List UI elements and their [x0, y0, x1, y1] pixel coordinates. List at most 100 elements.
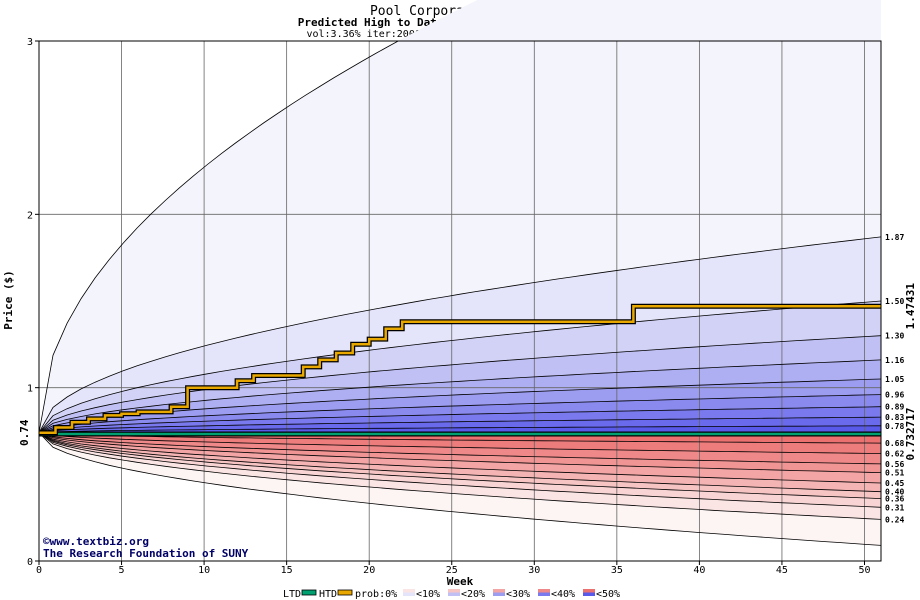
quantile-line: [39, 41, 400, 433]
quantile-label: 1.50: [885, 297, 904, 306]
x-tick-label: 20: [363, 565, 375, 576]
y-tick-label: 1: [27, 384, 33, 395]
quantile-line: [39, 432, 881, 546]
x-tick-label: 30: [528, 565, 540, 576]
quantile-line: [39, 335, 881, 433]
quantile-line: [39, 432, 881, 454]
high-band-3: [39, 335, 881, 433]
high-band-2: [39, 301, 881, 433]
quantile-line: [39, 432, 881, 493]
high-band-1: [39, 236, 881, 433]
quantile-line: [39, 432, 881, 444]
quantile-label: 1.30: [885, 332, 904, 341]
quantile-line: [39, 300, 881, 433]
quantile-label: 0.56: [885, 460, 904, 469]
high-band-8: [39, 417, 881, 433]
x-tick-label: 5: [119, 565, 125, 576]
quantile-line: [39, 378, 881, 434]
plot-frame: [38, 40, 882, 562]
quantile-label: 0.96: [885, 391, 904, 400]
y-tick-label: 3: [27, 37, 33, 48]
quantile-line: [39, 416, 881, 434]
x-tick-label: 10: [198, 565, 210, 576]
quantile-label: 0.36: [885, 495, 904, 504]
legend-swatch-red: [403, 589, 415, 593]
legend-swatch-red: [493, 589, 505, 593]
htd-line: [39, 304, 881, 434]
quantile-label: 0.45: [885, 479, 904, 488]
low-band-2: [39, 432, 881, 508]
legend-prob-label: prob:0%: [355, 589, 397, 600]
high-band-6: [39, 394, 881, 433]
x-tick-label: 40: [693, 565, 705, 576]
high-band-5: [39, 379, 881, 433]
legend-swatch-blue: [448, 592, 460, 596]
low-band-5: [39, 432, 881, 483]
low-band-4: [39, 432, 881, 492]
low-band-0: [39, 432, 881, 546]
quantile-label: 0.68: [885, 439, 904, 448]
series-lines: [39, 303, 881, 437]
quantile-label: 0.62: [885, 450, 904, 459]
quantile-label: 1.05: [885, 375, 904, 384]
legend-item-label: <50%: [596, 589, 620, 600]
legend-item-label: <10%: [416, 589, 440, 600]
low-band-1: [39, 432, 881, 520]
quantile-line: [39, 425, 881, 434]
quantile-label: 0.40: [885, 488, 904, 497]
quantile-label: 1.16: [885, 356, 904, 365]
legend-swatch-blue: [538, 592, 550, 596]
legend-item-label: <40%: [551, 589, 575, 600]
quantile-line: [39, 432, 881, 520]
quantile-label: 0.78: [885, 422, 904, 431]
legend-swatch-red: [538, 589, 550, 593]
quantile-line: [39, 394, 881, 434]
low-band-6: [39, 432, 881, 473]
axes: [35, 40, 882, 565]
legend-ltd-swatch: [301, 589, 317, 596]
legend-swatch-red: [583, 589, 595, 593]
quantile-labels: 1.87 1.50 1.30 1.16 1.05 0.96 0.890.830.78 0.68…: [885, 233, 904, 525]
quantile-line: [39, 432, 881, 484]
quantile-label: 0.24: [885, 515, 904, 524]
x-tick-label: 15: [281, 565, 293, 576]
high-band-9: [39, 425, 881, 433]
legend-swatch-blue: [583, 592, 595, 596]
quantile-line: [39, 236, 881, 433]
legend-htd-label: HTD: [319, 589, 337, 600]
low-band-3: [39, 432, 881, 499]
legend-item-label: <30%: [506, 589, 530, 600]
x-tick-label: 25: [446, 565, 458, 576]
quantile-label: 0.51: [885, 469, 904, 478]
quantile-line: [39, 432, 881, 473]
y-tick-label: 2: [27, 210, 33, 221]
quantile-line: [39, 406, 881, 434]
ltd-final-label: 0.732717: [904, 407, 917, 460]
quantile-label: 0.31: [885, 503, 904, 512]
legend-items: <10% <20% <30% <40% <50%: [403, 589, 620, 600]
legend-swatch-red: [448, 589, 460, 593]
credit-organization: The Research Foundation of SUNY: [43, 547, 249, 560]
start-price-label: 0.74: [18, 419, 31, 446]
high-band-7: [39, 406, 881, 433]
legend-htd-swatch: [337, 589, 353, 596]
high-band-4: [39, 359, 881, 433]
quantile-label: 0.83: [885, 413, 904, 422]
high-band-0: [39, 0, 881, 433]
y-tick-label: 0: [27, 557, 33, 568]
probability-bands: [39, 0, 881, 546]
legend-item-label: <20%: [461, 589, 485, 600]
quantile-lines: [39, 41, 881, 546]
x-tick-label: 35: [611, 565, 623, 576]
legend-swatch-blue: [493, 592, 505, 596]
y-axis-label: Price ($): [2, 270, 15, 330]
quantile-line: [39, 432, 881, 465]
legend: LTD HTD prob:0% <10% <20% <30% <40% <50%: [283, 589, 620, 600]
tick-labels: 0 5 10 15 20 25 30 35 40 45 50 0 1 2 3: [27, 37, 871, 576]
x-axis-label: Week: [447, 575, 474, 588]
htd-final-label: 1.47431: [904, 283, 917, 330]
quantile-label: 0.89: [885, 403, 904, 412]
x-tick-label: 0: [36, 565, 42, 576]
legend-swatch-blue: [403, 592, 415, 596]
